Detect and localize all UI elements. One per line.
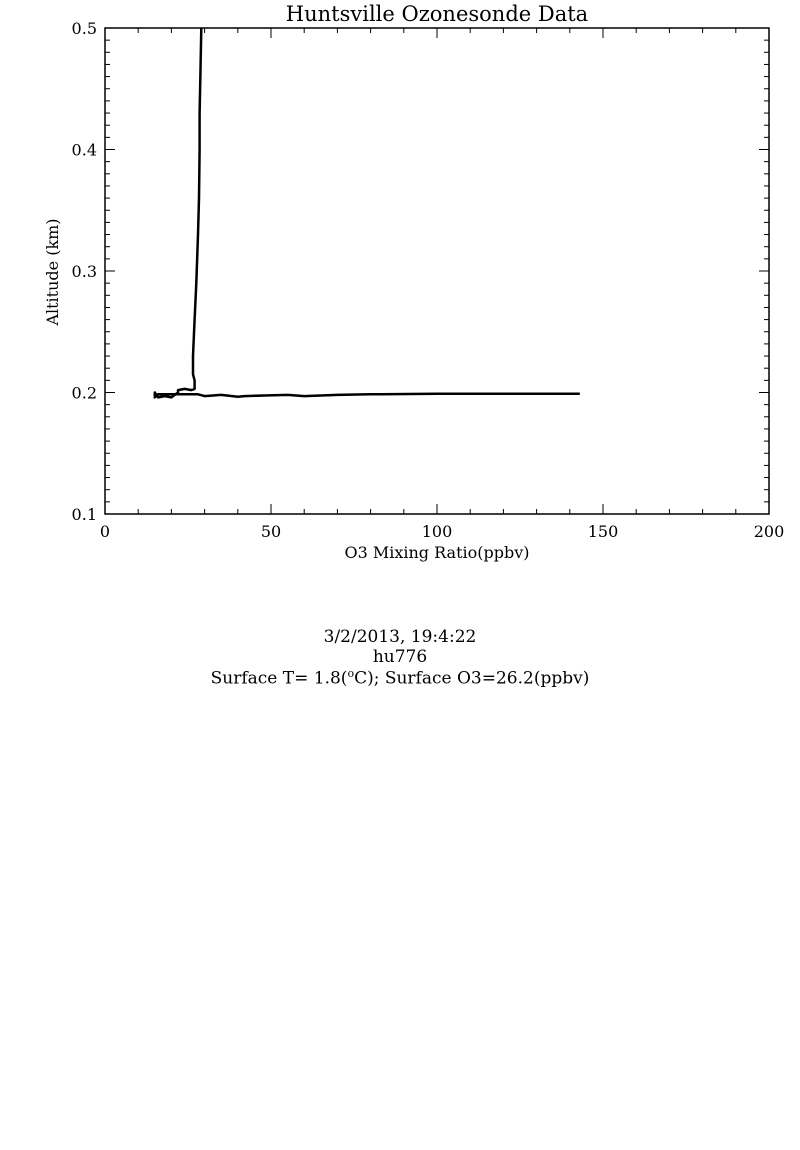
- y-tick-label: 0.1: [72, 505, 97, 524]
- x-tick-label: 200: [754, 522, 785, 541]
- y-tick-label: 0.2: [72, 384, 97, 403]
- plot-frame: [104, 27, 770, 515]
- chart-title: Huntsville Ozonesonde Data: [286, 2, 588, 26]
- series-group: [153, 27, 580, 399]
- surface-prefix: Surface T= 1.8(: [210, 668, 348, 689]
- x-tick-label: 0: [100, 522, 110, 541]
- axis-ticks: [104, 27, 770, 515]
- degree-symbol: o: [347, 667, 355, 680]
- y-axis-label: Altitude (km): [43, 218, 62, 326]
- station-id: hu776: [372, 647, 428, 667]
- launch-datetime: 3/2/2013, 19:4:22: [323, 627, 477, 647]
- y-tick-label: 0.4: [72, 141, 97, 160]
- y-tick-label: 0.5: [72, 19, 97, 38]
- x-tick-label: 50: [261, 522, 281, 541]
- sounding-info: 3/2/2013, 19:4:22 hu776 Surface T= 1.8(o…: [0, 627, 800, 689]
- surface-suffix: C); Surface O3=26.2(ppbv): [354, 668, 590, 689]
- x-axis-label: O3 Mixing Ratio(ppbv): [344, 543, 529, 562]
- y-tick-label: 0.3: [72, 262, 97, 281]
- surface-conditions: Surface T= 1.8(oC); Surface O3=26.2(ppbv…: [0, 667, 800, 689]
- ozonesonde-chart: Huntsville Ozonesonde Data 0 50 100 150 200 …: [43, 2, 784, 562]
- x-tick-labels: 0 50 100 150 200: [100, 522, 784, 541]
- y-tick-labels: 0.1 0.2 0.3 0.4 0.5: [72, 19, 97, 524]
- x-tick-label: 150: [588, 522, 619, 541]
- x-tick-label: 100: [422, 522, 453, 541]
- ozone-profile-line: [153, 27, 580, 399]
